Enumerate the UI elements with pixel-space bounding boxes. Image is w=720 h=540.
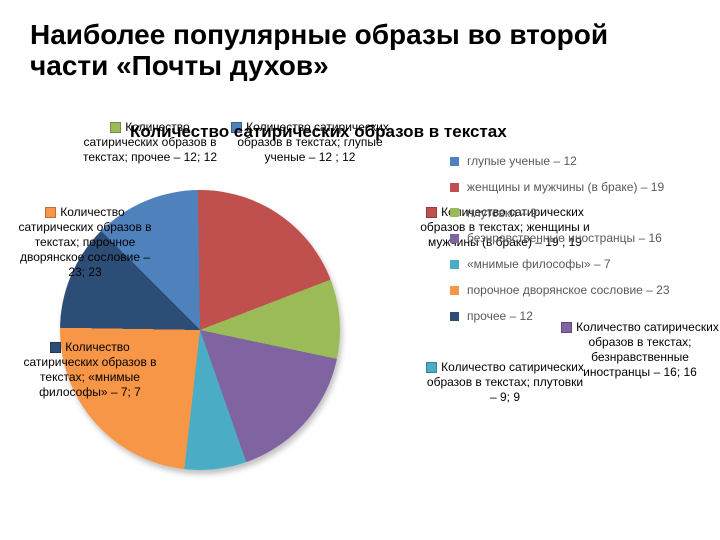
slice-marker-icon — [110, 122, 121, 133]
legend-label: порочное дворянское сословие – 23 — [467, 279, 670, 302]
main-title: Наиболее популярные образы во второй час… — [0, 0, 720, 87]
legend: глупые ученые – 12 женщины и мужчины (в б… — [450, 150, 700, 331]
legend-label: женщины и мужчины (в браке) – 19 — [467, 176, 664, 199]
legend-label: плутовки – 9 — [467, 202, 537, 225]
legend-item: прочее – 12 — [450, 305, 700, 328]
slice-marker-icon — [426, 362, 437, 373]
legend-swatch-icon — [450, 312, 459, 321]
legend-label: «мнимые философы» – 7 — [467, 253, 611, 276]
slice-marker-icon — [50, 342, 61, 353]
legend-swatch-icon — [450, 234, 459, 243]
legend-swatch-icon — [450, 260, 459, 269]
slice-label: Количество сатирических образов в текста… — [15, 340, 165, 400]
legend-item: «мнимые философы» – 7 — [450, 253, 700, 276]
legend-item: порочное дворянское сословие – 23 — [450, 279, 700, 302]
pie-chart-area: Количество сатирических образов в текста… — [20, 130, 420, 510]
legend-label: прочее – 12 — [467, 305, 533, 328]
legend-item: безнравственные иностранцы – 16 — [450, 227, 700, 250]
slice-marker-icon — [426, 207, 437, 218]
legend-label: глупые ученые – 12 — [467, 150, 577, 173]
legend-swatch-icon — [450, 183, 459, 192]
legend-swatch-icon — [450, 286, 459, 295]
slice-label-text: Количество сатирических образов в текста… — [18, 205, 151, 279]
slice-label-text: Количество сатирических образов в текста… — [23, 340, 156, 399]
legend-item: глупые ученые – 12 — [450, 150, 700, 173]
slice-marker-icon — [45, 207, 56, 218]
legend-swatch-icon — [450, 157, 459, 166]
legend-label: безнравственные иностранцы – 16 — [467, 227, 662, 250]
legend-item: женщины и мужчины (в браке) – 19 — [450, 176, 700, 199]
subtitle: Количество сатирических образов в текста… — [130, 122, 507, 142]
slice-label: Количество сатирических образов в текста… — [10, 205, 160, 280]
legend-swatch-icon — [450, 208, 459, 217]
legend-item: плутовки – 9 — [450, 202, 700, 225]
